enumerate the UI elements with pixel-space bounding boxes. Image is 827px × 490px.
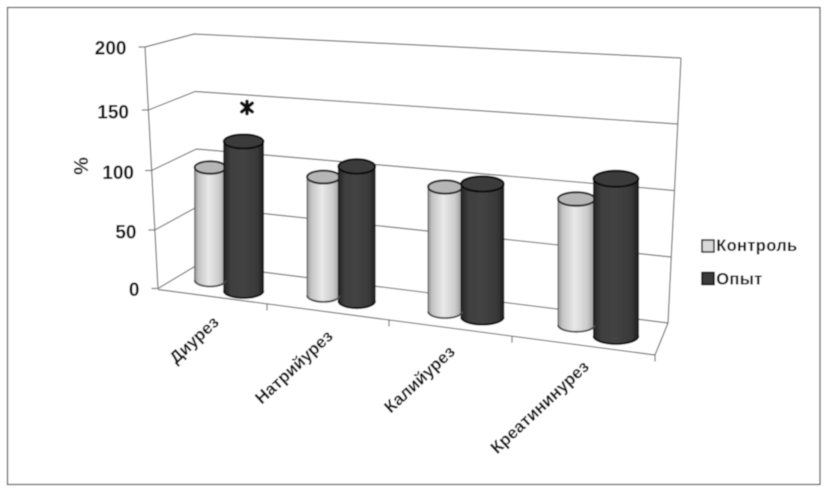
svg-text:50: 50 bbox=[115, 222, 136, 243]
svg-text:%: % bbox=[71, 157, 93, 175]
svg-text:Контроль: Контроль bbox=[716, 237, 797, 255]
svg-text:150: 150 bbox=[97, 102, 129, 123]
svg-text:100: 100 bbox=[102, 163, 134, 184]
svg-text:0: 0 bbox=[129, 280, 140, 301]
svg-text:200: 200 bbox=[95, 38, 127, 59]
svg-text:Опыт: Опыт bbox=[716, 271, 762, 289]
